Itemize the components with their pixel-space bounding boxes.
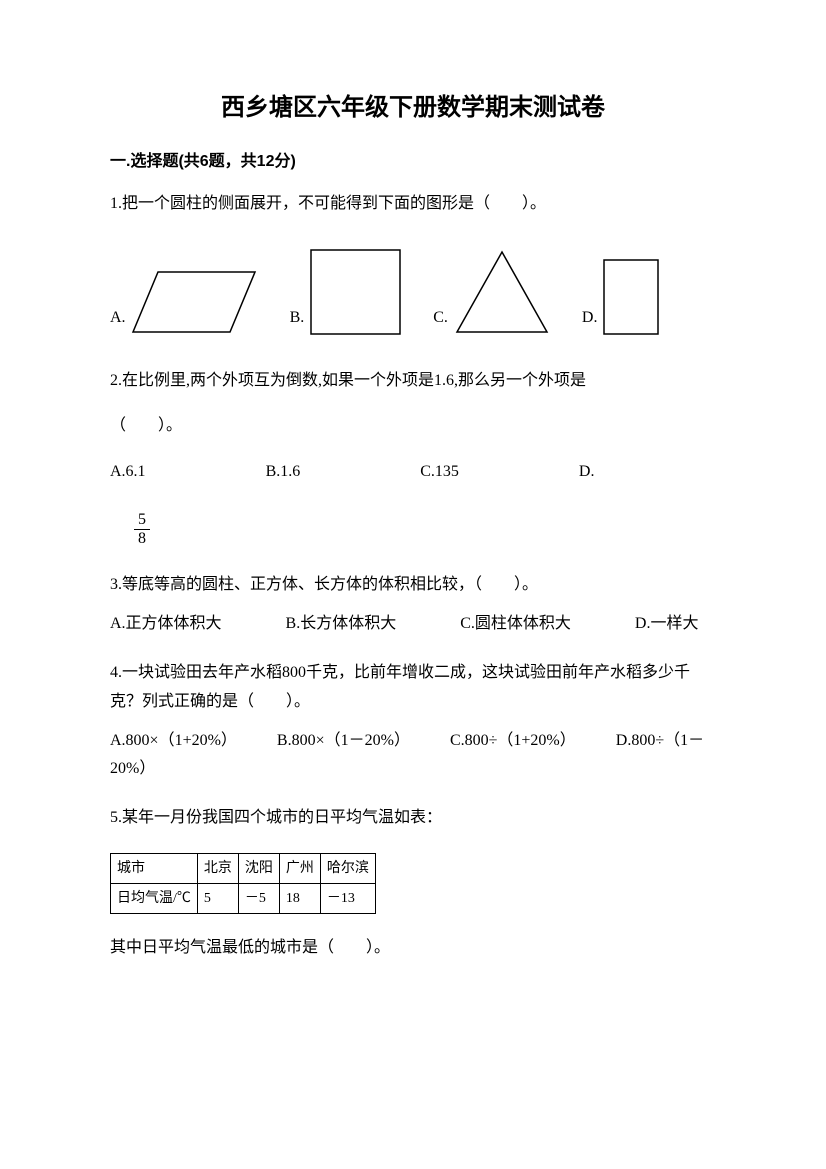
fraction-icon: 5 8 (134, 511, 150, 547)
q5-text: 5.某年一月份我国四个城市的日平均气温如表： (110, 804, 716, 833)
q2-opt-a: A.6.1 (110, 458, 146, 487)
q2-opt-d: D. (579, 458, 595, 487)
q1-option-c: C. (433, 247, 552, 337)
q5-suffix: 其中日平均气温最低的城市是（ ）。 (110, 934, 716, 963)
table-cell: 5 (197, 884, 238, 914)
q1-text: 1.把一个圆柱的侧面展开，不可能得到下面的图形是（ ）。 (110, 190, 716, 219)
question-5: 5.某年一月份我国四个城市的日平均气温如表： 城市 北京 沈阳 广州 哈尔滨 日… (110, 804, 716, 963)
q3-options: A.正方体体积大 B.长方体体积大 C.圆柱体体积大 D.一样大 (110, 610, 716, 639)
table-cell: －5 (238, 884, 279, 914)
q4-options: A.800×（1+20%） B.800×（1－20%） C.800÷（1+20%… (110, 727, 716, 785)
section-header: 一.选择题(共6题，共12分) (110, 150, 716, 174)
q1-option-a: A. (110, 267, 260, 337)
q2-options: A.6.1 B.1.6 C.135 D. (110, 458, 716, 487)
q2-text: 2.在比例里,两个外项互为倒数,如果一个外项是1.6,那么另一个外项是 (110, 367, 716, 396)
table-header-cell: 沈阳 (238, 853, 279, 883)
q1-label-b: B. (290, 304, 305, 333)
q1-label-a: A. (110, 304, 126, 333)
q1-label-c: C. (433, 304, 448, 333)
q2-fraction: 5 8 (134, 511, 716, 547)
q4-text: 4.一块试验田去年产水稻800千克，比前年增收二成，这块试验田前年产水稻多少千克… (110, 659, 716, 717)
parallelogram-icon (130, 267, 260, 337)
question-3: 3.等底等高的圆柱、正方体、长方体的体积相比较，（ ）。 A.正方体体积大 B.… (110, 571, 716, 639)
question-4: 4.一块试验田去年产水稻800千克，比前年增收二成，这块试验田前年产水稻多少千克… (110, 659, 716, 784)
q1-option-d: D. (582, 257, 662, 337)
q2-opt-b: B.1.6 (266, 458, 301, 487)
square-icon (308, 247, 403, 337)
q2-opt-c: C.135 (420, 458, 459, 487)
table-row: 城市 北京 沈阳 广州 哈尔滨 (111, 853, 376, 883)
q3-text: 3.等底等高的圆柱、正方体、长方体的体积相比较，（ ）。 (110, 571, 716, 600)
q1-label-d: D. (582, 304, 598, 333)
rectangle-icon (601, 257, 661, 337)
table-cell: 日均气温/℃ (111, 884, 198, 914)
table-header-cell: 哈尔滨 (320, 853, 375, 883)
page-title: 西乡塘区六年级下册数学期末测试卷 (110, 90, 716, 126)
table-header-cell: 北京 (197, 853, 238, 883)
q1-shapes-row: A. B. C. D. (110, 247, 716, 337)
question-2: 2.在比例里,两个外项互为倒数,如果一个外项是1.6,那么另一个外项是 （ ）。… (110, 367, 716, 548)
triangle-icon (452, 247, 552, 337)
table-cell: 18 (279, 884, 320, 914)
q1-option-b: B. (290, 247, 404, 337)
question-1: 1.把一个圆柱的侧面展开，不可能得到下面的图形是（ ）。 A. B. C. D. (110, 190, 716, 337)
table-row: 日均气温/℃ 5 －5 18 －13 (111, 884, 376, 914)
fraction-den: 8 (134, 530, 150, 548)
table-cell: －13 (320, 884, 375, 914)
table-header-cell: 城市 (111, 853, 198, 883)
temperature-table: 城市 北京 沈阳 广州 哈尔滨 日均气温/℃ 5 －5 18 －13 (110, 853, 376, 914)
fraction-num: 5 (134, 511, 150, 530)
q2-suffix: （ ）。 (110, 412, 716, 441)
table-header-cell: 广州 (279, 853, 320, 883)
